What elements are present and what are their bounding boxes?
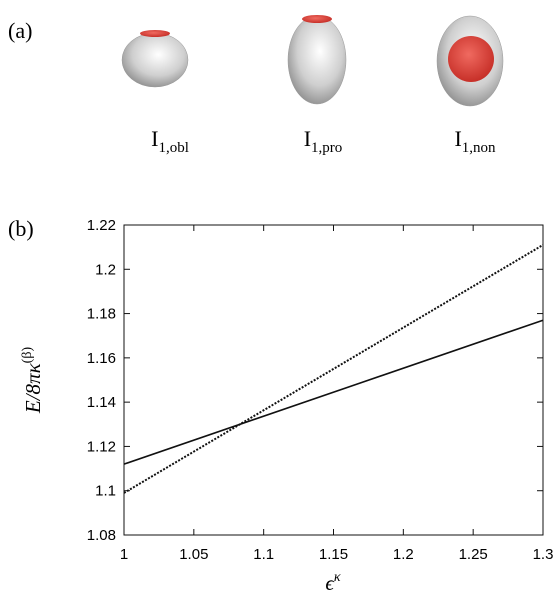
caption-main: I xyxy=(151,126,158,151)
y-tick-label: 1.12 xyxy=(87,438,116,455)
caption-sub: 1,pro xyxy=(311,140,342,156)
y-tick-label: 1.16 xyxy=(87,350,116,367)
panel-label: (b) xyxy=(8,216,34,241)
y-axis-label: E/8πκ(β) xyxy=(20,347,45,415)
x-label-main: ϵ xyxy=(325,571,335,595)
caption: I1,pro xyxy=(304,126,343,156)
x-tick-label: 1.25 xyxy=(459,546,488,563)
caption: I1,obl xyxy=(151,126,189,156)
x-tick-label: 1.15 xyxy=(319,546,348,563)
y-tick-label: 1.14 xyxy=(87,394,116,411)
y-label-main: E/8πκ xyxy=(21,362,45,414)
y-tick-label: 1.1 xyxy=(95,483,116,500)
shape-non xyxy=(436,15,504,107)
y-tick-label: 1.2 xyxy=(95,261,116,278)
x-label-sup: κ xyxy=(334,570,341,585)
caption-sub: 1,obl xyxy=(158,140,188,156)
x-tick-label: 1.1 xyxy=(253,546,274,563)
y-label-sup: (β) xyxy=(20,347,35,364)
plot-frame xyxy=(123,224,544,536)
caption-main: I xyxy=(454,126,461,151)
y-tick-label: 1.18 xyxy=(87,306,116,323)
caption-sub: 1,non xyxy=(462,140,496,156)
series-line xyxy=(123,244,544,494)
x-axis-label: ϵκ xyxy=(325,570,340,595)
caption: I1,non xyxy=(454,126,496,156)
y-tick-label: 1.08 xyxy=(87,527,116,544)
x-tick-label: 1.2 xyxy=(393,546,414,563)
panel-label: (a) xyxy=(8,18,32,43)
series-line xyxy=(123,319,544,465)
caption-main: I xyxy=(304,126,311,151)
x-tick-label: 1.05 xyxy=(179,546,208,563)
x-tick-label: 1.3 xyxy=(533,546,554,563)
shape-prolate xyxy=(287,15,347,105)
x-tick-label: 1 xyxy=(120,546,128,563)
y-tick-label: 1.22 xyxy=(87,217,116,234)
shape-oblate xyxy=(121,30,189,88)
